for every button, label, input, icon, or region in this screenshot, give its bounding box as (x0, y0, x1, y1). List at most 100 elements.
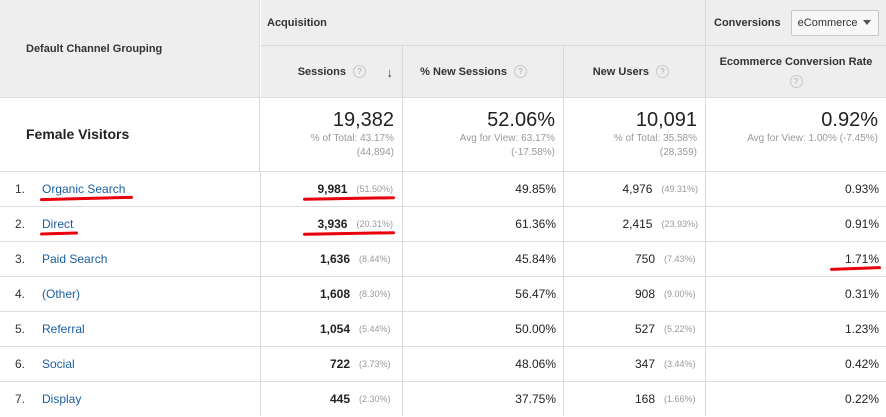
sessions-cell: 3,936 (20.31%) (261, 206, 403, 241)
new-sessions-cell: 48.06% (403, 346, 564, 381)
sessions-header-label: Sessions (297, 65, 346, 78)
dimension-header[interactable]: Default Channel Grouping (0, 0, 260, 97)
new-sessions-column-header[interactable]: % New Sessions ? (403, 46, 564, 97)
row-index: 2. (15, 216, 26, 231)
new-sessions-value: 45.84% (515, 251, 556, 266)
sessions-value: 1,608 (319, 286, 350, 301)
new-users-value: 750 (634, 251, 655, 266)
divider (0, 206, 886, 207)
new-users-header-label: New Users (592, 65, 649, 78)
dimension-header-label: Default Channel Grouping (26, 42, 163, 55)
sessions-value: 445 (329, 391, 350, 406)
new-users-percent: (1.66%) (664, 393, 696, 404)
new-users-percent: (5.22%) (664, 323, 696, 334)
total-new-sessions-value: 52.06% (487, 109, 555, 131)
conversion-rate-cell: 0.42% (706, 346, 886, 381)
help-icon[interactable]: ? (353, 65, 366, 78)
new-users-column-header[interactable]: New Users ? (564, 46, 706, 97)
total-conversion-rate-value: 0.92% (821, 109, 878, 131)
channel-cell: 7. Display (0, 381, 261, 416)
new-users-cell: 908 (9.00%) (564, 276, 706, 311)
conversion-rate-value: 0.91% (844, 216, 879, 231)
channel-link[interactable]: Organic Search (42, 181, 126, 196)
divider (0, 241, 886, 242)
channel-link[interactable]: Direct (42, 216, 74, 231)
help-icon[interactable]: ? (514, 65, 527, 78)
conversion-rate-value: 0.22% (844, 391, 879, 406)
chevron-down-icon (862, 20, 871, 25)
help-icon[interactable]: ? (789, 74, 803, 88)
sessions-cell: 1,054 (5.44%) (261, 311, 403, 346)
channel-link[interactable]: Referral (42, 321, 85, 336)
sessions-value: 1,054 (319, 321, 350, 336)
new-sessions-value: 50.00% (515, 321, 556, 336)
new-users-value: 168 (634, 391, 655, 406)
new-sessions-header-label: % New Sessions (420, 65, 507, 78)
acquisition-label: Acquisition (267, 16, 327, 29)
segment-label: Female Visitors (0, 97, 260, 171)
sessions-cell: 722 (3.73%) (261, 346, 403, 381)
row-index: 4. (15, 286, 26, 301)
help-icon[interactable]: ? (656, 65, 669, 78)
new-users-value: 4,976 (622, 181, 653, 196)
new-users-percent: (9.00%) (664, 288, 696, 299)
conversions-label: Conversions (714, 16, 781, 29)
new-users-cell: 4,976 (49.31%) (564, 171, 706, 206)
divider (0, 381, 886, 382)
channel-link[interactable]: Social (42, 356, 75, 371)
sessions-percent: (2.30%) (359, 393, 391, 404)
sessions-value: 9,981 (317, 181, 348, 196)
total-new-users: 10,091 % of Total: 35.58% (28,359) (564, 97, 706, 171)
sessions-percent: (8.44%) (359, 253, 391, 264)
conversion-rate-cell: 0.93% (706, 171, 886, 206)
divider (0, 171, 886, 172)
new-users-value: 2,415 (622, 216, 653, 231)
new-users-value: 347 (634, 356, 655, 371)
new-users-cell: 527 (5.22%) (564, 311, 706, 346)
table-row: 6. Social 722 (3.73%) 48.06% 347 (3.44%)… (0, 346, 886, 381)
new-sessions-value: 49.85% (515, 181, 556, 196)
divider (0, 346, 886, 347)
conversions-dropdown[interactable]: eCommerce (790, 9, 879, 36)
new-users-percent: (3.44%) (664, 358, 696, 369)
channel-cell: 2. Direct (0, 206, 261, 241)
row-index: 5. (15, 321, 26, 336)
new-sessions-value: 48.06% (515, 356, 556, 371)
table-row: 3. Paid Search 1,636 (8.44%) 45.84% 750 … (0, 241, 886, 276)
total-sessions-value: 19,382 (332, 109, 394, 131)
total-new-users-share: % of Total: 35.58% (613, 133, 697, 144)
sessions-percent: (20.31%) (356, 218, 393, 229)
sessions-percent: (3.73%) (359, 358, 391, 369)
segment-name: Female Visitors (26, 126, 130, 142)
conversion-rate-cell: 0.22% (706, 381, 886, 416)
channel-link[interactable]: Paid Search (42, 251, 108, 266)
channel-link[interactable]: (Other) (42, 286, 81, 301)
channel-link[interactable]: Display (42, 391, 82, 406)
new-users-cell: 347 (3.44%) (564, 346, 706, 381)
conversion-rate-cell: 1.23% (706, 311, 886, 346)
new-sessions-value: 61.36% (515, 216, 556, 231)
sort-descending-icon[interactable]: ↓ (386, 65, 394, 80)
channel-cell: 6. Social (0, 346, 261, 381)
table-row: 4. (Other) 1,608 (8.30%) 56.47% 908 (9.0… (0, 276, 886, 311)
new-users-value: 908 (634, 286, 655, 301)
conversion-rate-column-header[interactable]: Ecommerce Conversion Rate ? (706, 46, 886, 97)
channel-cell: 5. Referral (0, 311, 261, 346)
table-row: 1. Organic Search 9,981 (51.50%) 49.85% … (0, 171, 886, 206)
conversions-group-header: Conversions eCommerce (706, 0, 886, 46)
sessions-value: 3,936 (317, 216, 348, 231)
new-sessions-cell: 61.36% (403, 206, 564, 241)
conversion-rate-value: 1.23% (844, 321, 879, 336)
acquisition-group-header: Acquisition (261, 0, 706, 46)
new-users-percent: (49.31%) (661, 183, 698, 194)
conversion-rate-header-label: Ecommerce Conversion Rate (719, 55, 873, 68)
sessions-column-header[interactable]: Sessions ? ↓ (261, 46, 403, 97)
table-row: 5. Referral 1,054 (5.44%) 50.00% 527 (5.… (0, 311, 886, 346)
total-new-users-base: (28,359) (659, 147, 697, 158)
divider (0, 97, 886, 98)
sessions-percent: (8.30%) (359, 288, 391, 299)
total-new-sessions-avg: Avg for View: 63.17% (459, 133, 555, 144)
new-users-cell: 750 (7.43%) (564, 241, 706, 276)
new-sessions-value: 56.47% (515, 286, 556, 301)
